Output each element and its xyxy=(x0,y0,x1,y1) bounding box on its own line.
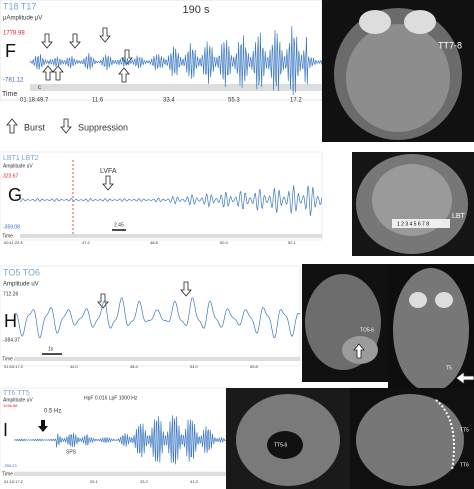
channel: T18 T17 xyxy=(3,1,36,11)
time: 50.4 xyxy=(220,240,229,245)
eeg-trace xyxy=(13,297,301,339)
duration: 190 s xyxy=(183,4,210,16)
panel-label: I xyxy=(3,420,8,440)
y-max: 1778.98 xyxy=(3,31,25,37)
eeg-trace xyxy=(19,185,322,217)
scale: 2.45 xyxy=(114,222,124,228)
y-max: 1046.86 xyxy=(3,403,18,408)
sps-label: SPS xyxy=(66,449,77,455)
time: 54.0 xyxy=(190,364,199,369)
channel: TT6 TT5 xyxy=(3,390,30,397)
panel-label: G xyxy=(8,185,22,205)
filter: HpF 0.016 LpF 1000 Hz xyxy=(84,395,138,401)
time: 01:18:49.7 xyxy=(20,98,49,104)
time: 52.1 xyxy=(288,240,297,245)
amplitude-label: µAmplitude µV xyxy=(3,16,42,22)
amplitude-label: Amplitude uV xyxy=(3,397,33,403)
eeg-trace xyxy=(13,415,227,465)
time-label: Time xyxy=(2,233,13,239)
y-max: 712.26 xyxy=(3,291,19,297)
y-min: -359.08 xyxy=(3,224,20,230)
time: 33.2 xyxy=(140,479,149,484)
y-min: -789.23 xyxy=(3,463,17,468)
eeg-frame xyxy=(0,0,323,101)
time: 47.2 xyxy=(82,240,91,245)
scale: 1s xyxy=(48,346,54,352)
panel-i: TT6 TT5 Amplitude uV HpF 0.016 LpF 1000 … xyxy=(0,387,474,489)
time: 01:10:17.2 xyxy=(4,479,24,484)
time: 00:11:22.8 xyxy=(4,240,23,245)
panel-g: LBT1 LBT2 Amplitude uV 323.67 G -359.08 … xyxy=(0,151,474,256)
y-min: -384.37 xyxy=(3,337,20,343)
time: 01:53:17.2 xyxy=(4,364,24,369)
time: 41.3 xyxy=(190,479,199,484)
scroll-bar xyxy=(30,84,322,91)
legend-burst: Burst xyxy=(24,122,46,132)
electrode-label: TT6 xyxy=(460,462,469,468)
marker: c xyxy=(38,85,41,91)
electrode-label: TT5 xyxy=(460,427,469,433)
time: 55.3 xyxy=(228,98,240,104)
channel: LBT1 LBT2 xyxy=(3,155,39,162)
panel-label: H xyxy=(4,311,17,331)
time: 33.4 xyxy=(163,98,175,104)
annotation: 0.5 Hz xyxy=(44,409,61,415)
time: 48.4 xyxy=(130,364,139,369)
time: 42.0 xyxy=(70,364,79,369)
annotation: LVFA xyxy=(100,168,117,175)
panel-label: F xyxy=(5,41,16,61)
time: 11.6 xyxy=(92,98,104,104)
y-min: -781.12 xyxy=(3,78,24,84)
y-max: 323.67 xyxy=(3,173,19,179)
channel: TO5 TO6 xyxy=(3,267,40,277)
time-label: Time xyxy=(2,471,13,477)
amplitude-label: Amplitude uV xyxy=(3,163,33,169)
electrode-label: LBT xyxy=(452,213,466,220)
time-label: Time xyxy=(2,91,17,98)
electrode-label: T5 xyxy=(446,365,452,371)
panel-f: T18 T17 190 s µAmplitude µV 1778.98 F -7… xyxy=(0,0,474,142)
electrode-label: TT7-8 xyxy=(438,40,462,50)
legend-suppression: Suppression xyxy=(78,122,128,132)
electrode-label: TT5-6 xyxy=(274,442,288,448)
eeg-trace xyxy=(29,26,323,96)
panel-h: TO5 TO6 Amplitude uV 712.26 H -384.37 1s… xyxy=(0,264,474,400)
time: 17.2 xyxy=(290,98,302,104)
amplitude-label: Amplitude uV xyxy=(3,282,39,288)
time: 25.1 xyxy=(90,479,99,484)
time: 59.8 xyxy=(250,364,259,369)
electrode-label: TO5-6 xyxy=(360,327,374,333)
electrode-contacts: 1 2 3 4 5 6 7 8 xyxy=(397,221,429,227)
time-label: Time xyxy=(2,356,13,362)
time: 48.8 xyxy=(150,240,159,245)
